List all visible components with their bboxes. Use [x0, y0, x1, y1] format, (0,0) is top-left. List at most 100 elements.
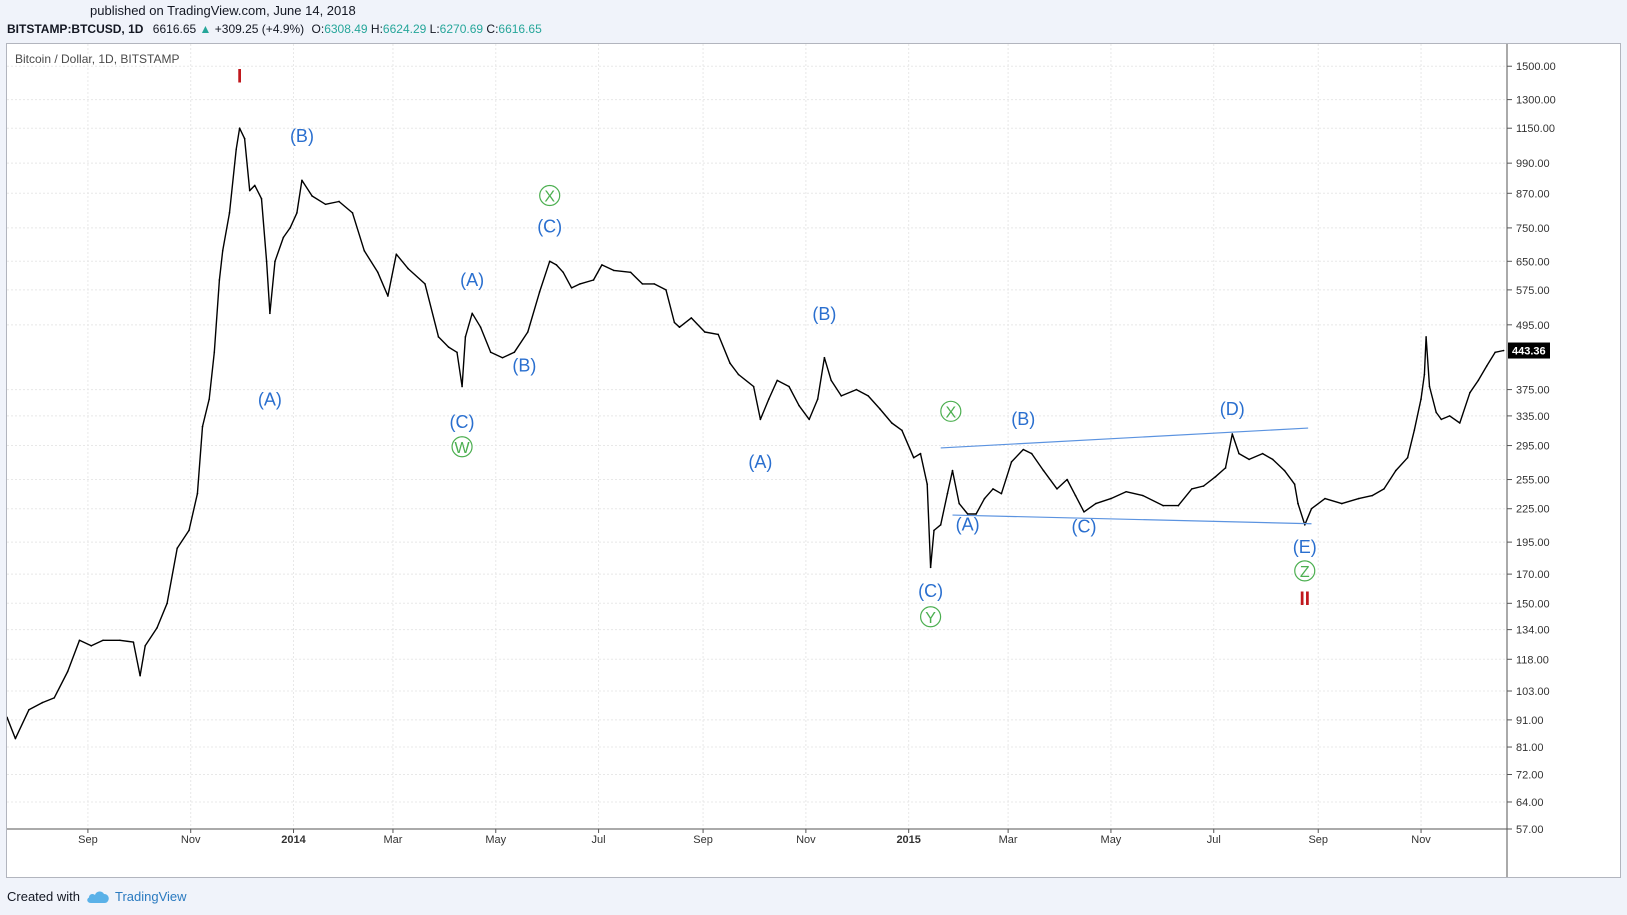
- price-point: [526, 331, 529, 333]
- wave-label: (E): [1293, 537, 1317, 557]
- price-point: [41, 701, 44, 704]
- price-point: [612, 269, 615, 272]
- x-tick-label: Jul: [1207, 834, 1221, 846]
- price-point: [946, 492, 949, 495]
- price-point: [208, 398, 211, 400]
- y-tick-label: 81.00: [1516, 742, 1544, 754]
- price-point: [926, 483, 929, 485]
- wave-label: II: [1299, 589, 1310, 610]
- price-point: [238, 127, 241, 130]
- low-value: 6270.69: [439, 22, 484, 36]
- price-point: [1283, 469, 1286, 472]
- price-point: [665, 289, 667, 291]
- close-value: 6616.65: [498, 22, 542, 36]
- cloud-logo-icon: [87, 890, 109, 903]
- wave-label: (B): [812, 304, 836, 324]
- price-point: [1231, 433, 1234, 435]
- high-label: H:: [370, 22, 383, 36]
- price-point: [479, 326, 482, 328]
- price-point: [274, 260, 276, 263]
- tradingview-brand-text: TradingView: [114, 889, 187, 904]
- price-point: [1125, 490, 1127, 493]
- created-with-label: Created with: [7, 889, 80, 904]
- price-point: [1324, 497, 1326, 500]
- chart-frame[interactable]: Bitcoin / Dollar, 1D, BITSTAMP 1500.00 130…: [6, 43, 1621, 878]
- wave-label: I: [237, 66, 242, 87]
- high-value: 6624.29: [382, 22, 427, 36]
- price-point: [156, 627, 158, 629]
- price-point: [1413, 429, 1416, 432]
- wave-label: (D): [1220, 399, 1245, 419]
- wave-label: W: [455, 440, 471, 457]
- price-point: [1142, 494, 1144, 497]
- price-point: [1083, 511, 1085, 513]
- price-point: [919, 452, 922, 455]
- y-tick-label: 750.00: [1516, 223, 1550, 235]
- y-tick-label: 495.00: [1516, 320, 1550, 332]
- price-point: [324, 203, 327, 206]
- price-point: [867, 395, 870, 397]
- price-point: [139, 674, 141, 677]
- price-point: [1248, 458, 1250, 461]
- price-point: [196, 492, 199, 495]
- price-point: [296, 212, 298, 214]
- price-point: [513, 351, 516, 354]
- price-point: [221, 249, 224, 252]
- price-point: [912, 456, 915, 459]
- wave-label: X: [945, 404, 956, 421]
- price-point: [260, 197, 263, 200]
- price-point: [1371, 494, 1373, 497]
- price-point: [1177, 504, 1180, 507]
- price-point: [387, 295, 389, 297]
- wave-label-circle: [919, 606, 942, 628]
- tradingview-logo[interactable]: TradingView: [86, 889, 187, 904]
- price-point: [1202, 485, 1205, 487]
- y-tick-label: 575.00: [1516, 285, 1550, 297]
- price-point: [1357, 497, 1360, 500]
- price-point: [424, 283, 426, 285]
- price-point: [840, 395, 843, 397]
- price-point: [1303, 524, 1306, 526]
- price-point: [235, 148, 238, 151]
- x-tick-label: May: [1101, 834, 1122, 846]
- price-point: [1074, 494, 1077, 497]
- price-point: [1394, 469, 1397, 472]
- price-point: [90, 645, 93, 647]
- price-point: [737, 373, 740, 376]
- y-tick-label: 150.00: [1516, 598, 1550, 610]
- price-point: [1110, 497, 1112, 500]
- price-point: [471, 312, 473, 315]
- wave-label: (C): [918, 581, 943, 601]
- price-point: [407, 267, 409, 270]
- price-point: [489, 351, 492, 354]
- price-point: [816, 398, 819, 400]
- price-point: [975, 513, 977, 515]
- x-tick-label: May: [485, 834, 506, 846]
- price-point: [951, 469, 954, 472]
- price-point: [456, 351, 458, 354]
- price-point: [601, 264, 603, 266]
- wave-label-circle: [940, 400, 962, 422]
- price-point: [879, 408, 881, 410]
- price-point: [1420, 398, 1422, 400]
- price-point: [641, 283, 644, 285]
- y-tick-label: 195.00: [1516, 537, 1550, 549]
- price-point: [653, 283, 655, 285]
- y-tick-label: 990.00: [1516, 158, 1550, 170]
- price-point: [592, 279, 595, 281]
- price-point: [269, 312, 271, 315]
- price-point: [1191, 488, 1193, 490]
- wave-label: (A): [748, 452, 772, 472]
- y-tick-label: 1150.00: [1516, 123, 1555, 135]
- x-tick-label: Mar: [383, 834, 402, 846]
- price-point: [1502, 349, 1505, 352]
- price-point: [548, 260, 551, 263]
- wave-label-circle: [1294, 560, 1316, 582]
- price-point: [132, 641, 135, 643]
- y-tick-label: 870.00: [1516, 188, 1550, 200]
- y-tick-label: 225.00: [1516, 504, 1550, 516]
- y-tick-label: 57.00: [1516, 824, 1544, 836]
- price-chart[interactable]: Bitcoin / Dollar, 1D, BITSTAMP 1500.00 130…: [7, 44, 1620, 877]
- price-point: [1425, 336, 1427, 338]
- price-point: [562, 271, 564, 274]
